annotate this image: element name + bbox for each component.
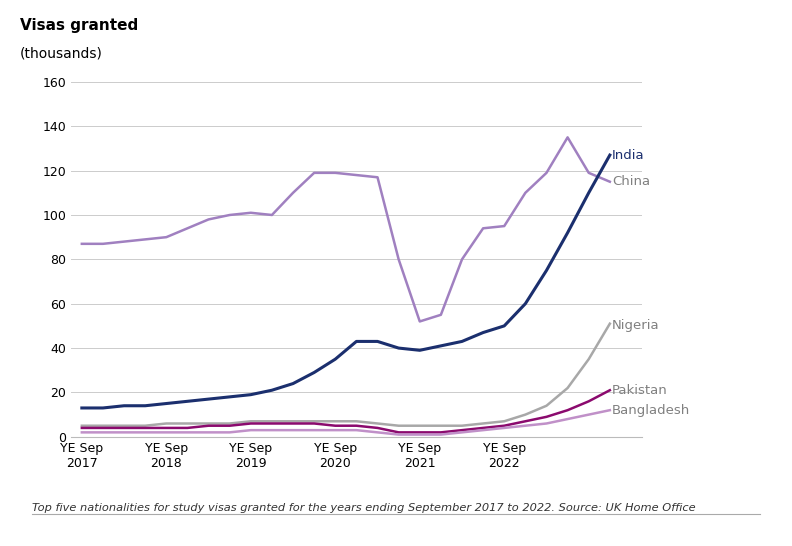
Text: India: India [612, 149, 645, 162]
Text: Bangladesh: Bangladesh [612, 403, 690, 417]
Text: China: China [612, 175, 650, 188]
Text: Pakistan: Pakistan [612, 384, 668, 397]
Text: (thousands): (thousands) [20, 46, 103, 61]
Text: Nigeria: Nigeria [612, 319, 660, 333]
Text: Top five nationalities for study visas granted for the years ending September 20: Top five nationalities for study visas g… [32, 503, 695, 513]
Text: Visas granted: Visas granted [20, 18, 139, 33]
